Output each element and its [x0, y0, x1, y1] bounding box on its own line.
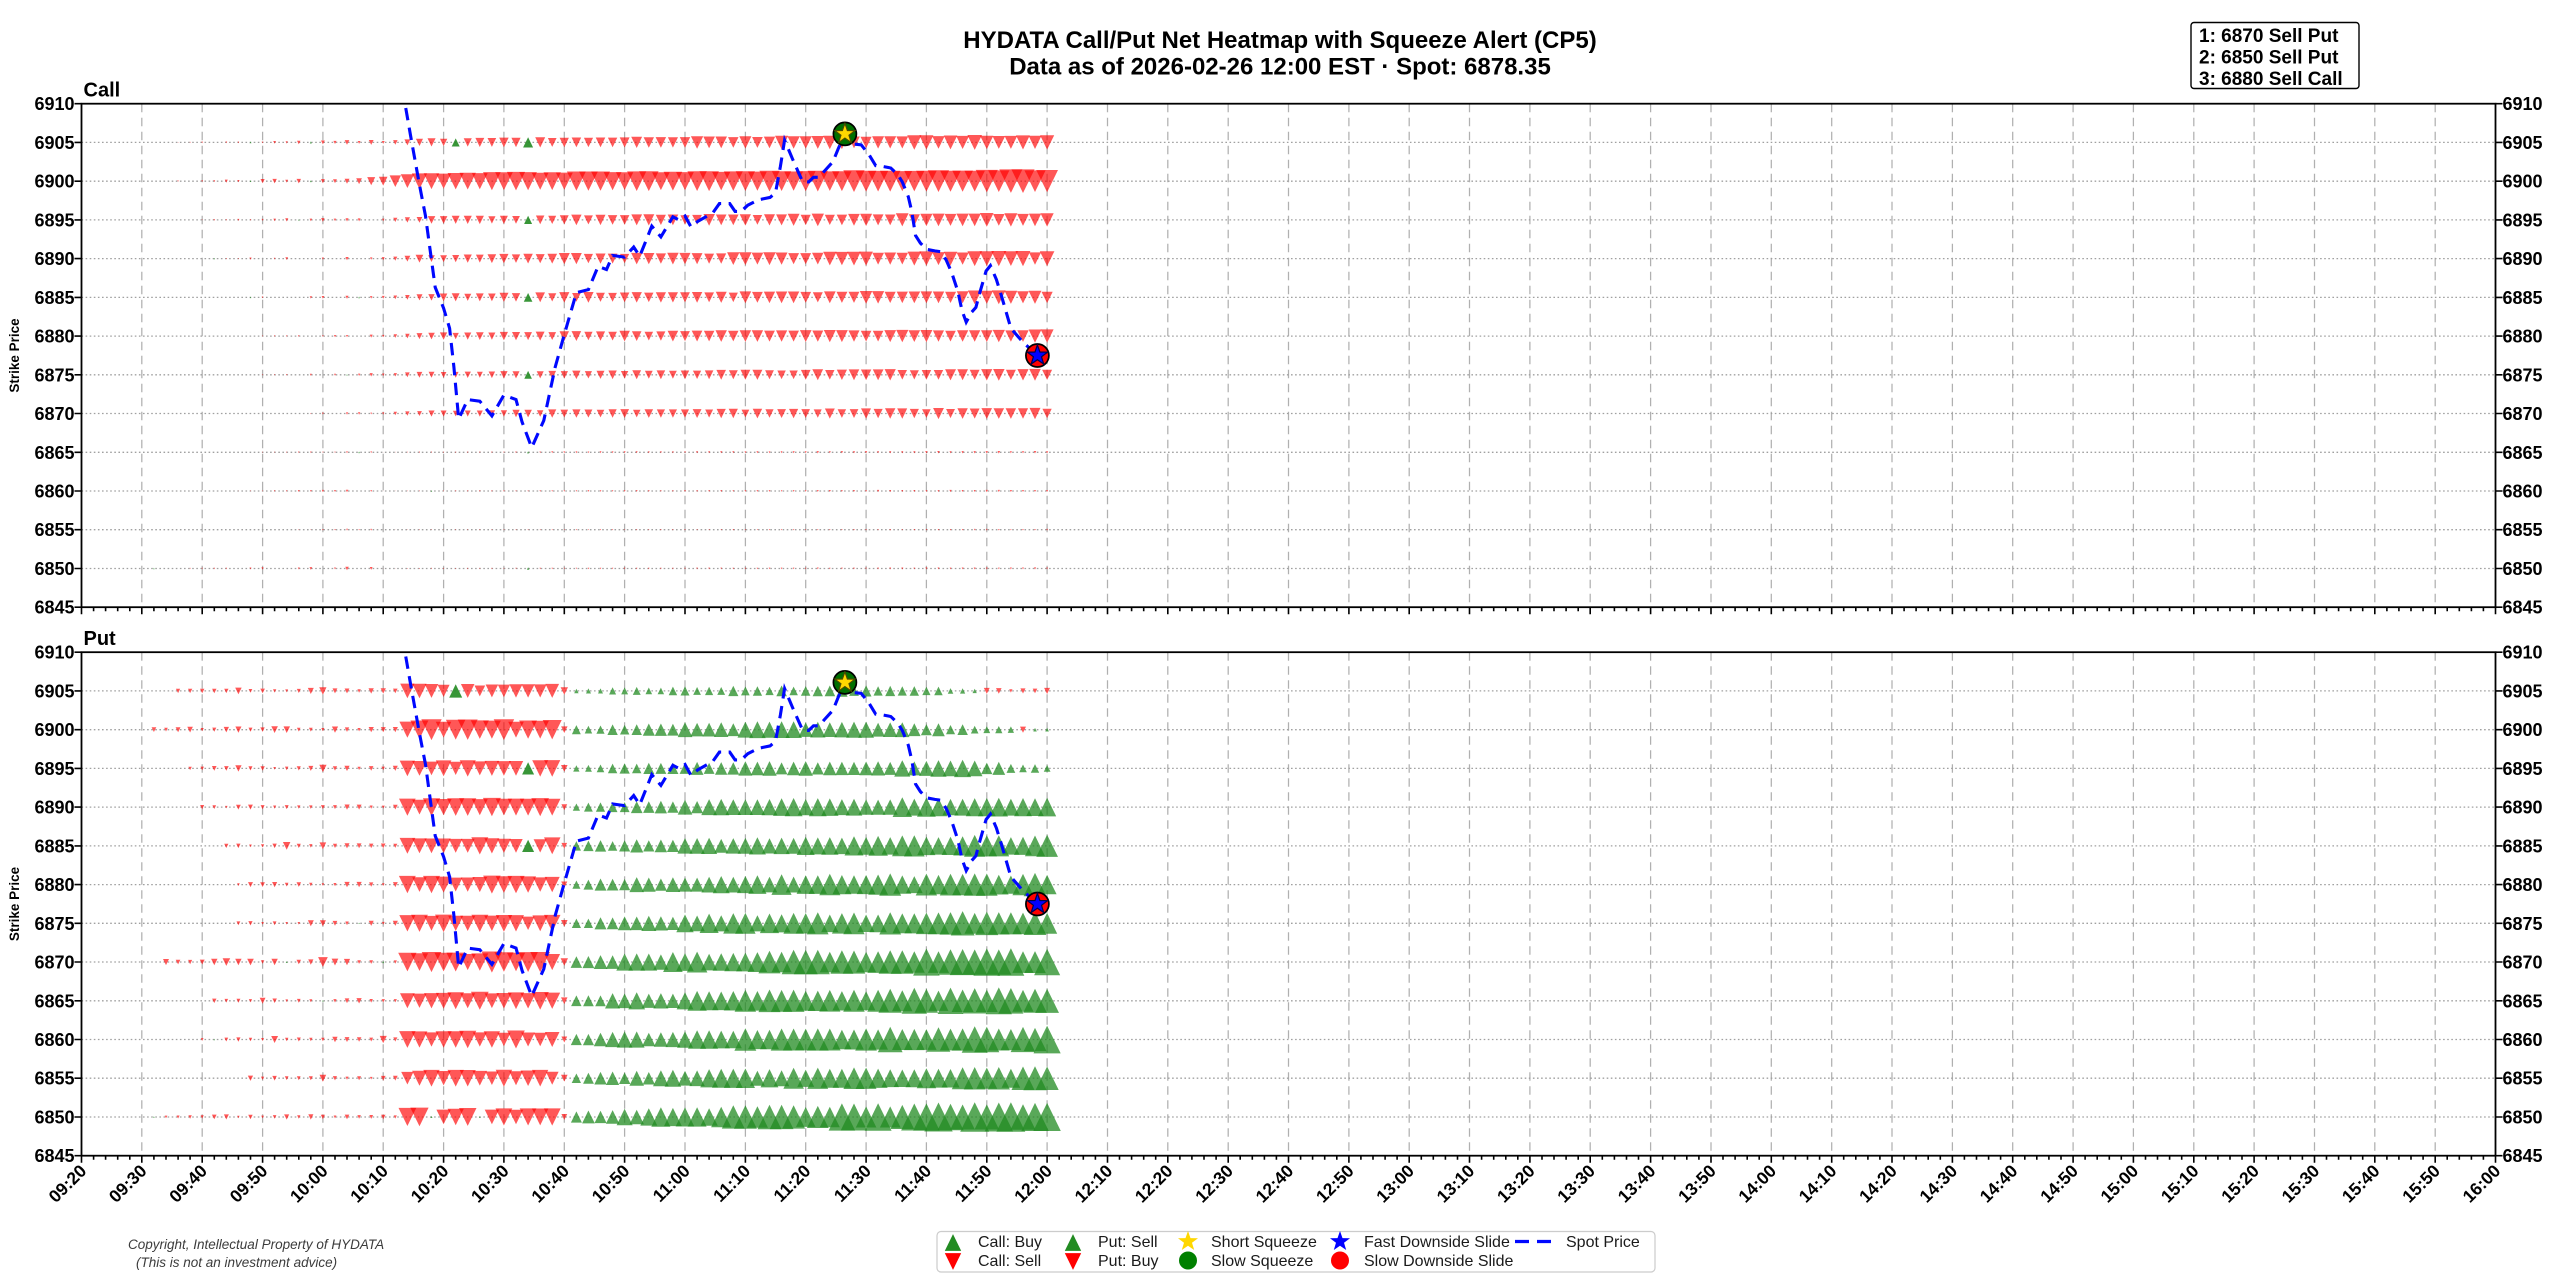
svg-text:6890: 6890	[2503, 249, 2543, 269]
svg-text:6845: 6845	[34, 1146, 74, 1166]
svg-text:6865: 6865	[2503, 443, 2543, 463]
svg-text:Copyright, Intellectual Proper: Copyright, Intellectual Property of HYDA…	[128, 1237, 384, 1252]
svg-text:6865: 6865	[34, 991, 74, 1011]
svg-text:6855: 6855	[2503, 520, 2543, 540]
svg-text:6895: 6895	[34, 759, 74, 779]
svg-text:6885: 6885	[2503, 288, 2543, 308]
svg-text:6875: 6875	[2503, 365, 2543, 385]
svg-text:6850: 6850	[2503, 559, 2543, 579]
svg-text:6865: 6865	[2503, 991, 2543, 1011]
svg-text:6845: 6845	[2503, 1146, 2543, 1166]
svg-text:6850: 6850	[34, 559, 74, 579]
svg-text:Call: Call	[84, 80, 121, 102]
svg-text:6910: 6910	[2503, 94, 2543, 114]
svg-text:(This is not an investment adv: (This is not an investment advice)	[136, 1255, 337, 1270]
svg-text:6875: 6875	[34, 365, 74, 385]
svg-text:Strike Price: Strike Price	[7, 866, 22, 941]
svg-text:6905: 6905	[34, 133, 74, 153]
svg-text:6860: 6860	[2503, 482, 2543, 502]
svg-text:6880: 6880	[34, 327, 74, 347]
svg-text:6875: 6875	[34, 914, 74, 934]
svg-text:6890: 6890	[34, 798, 74, 818]
svg-text:6860: 6860	[2503, 1030, 2543, 1050]
svg-text:6910: 6910	[34, 643, 74, 663]
svg-text:6905: 6905	[34, 681, 74, 701]
svg-text:6860: 6860	[34, 482, 74, 502]
svg-text:1: 6870 Sell Put: 1: 6870 Sell Put	[2199, 26, 2339, 47]
svg-text:6855: 6855	[34, 1069, 74, 1089]
svg-text:6910: 6910	[34, 94, 74, 114]
svg-text:6895: 6895	[2503, 759, 2543, 779]
svg-text:6865: 6865	[34, 443, 74, 463]
svg-text:6880: 6880	[2503, 327, 2543, 347]
svg-text:6885: 6885	[2503, 836, 2543, 856]
svg-text:Put: Buy: Put: Buy	[1098, 1253, 1158, 1270]
svg-text:6850: 6850	[2503, 1108, 2543, 1128]
svg-text:6845: 6845	[34, 598, 74, 618]
svg-text:2: 6850 Sell Put: 2: 6850 Sell Put	[2199, 48, 2339, 69]
svg-text:6890: 6890	[34, 249, 74, 269]
svg-text:6910: 6910	[2503, 643, 2543, 663]
svg-text:6870: 6870	[34, 404, 74, 424]
svg-text:Call: Sell: Call: Sell	[978, 1253, 1041, 1270]
svg-text:6850: 6850	[34, 1108, 74, 1128]
svg-text:6845: 6845	[2503, 598, 2543, 618]
svg-text:6890: 6890	[2503, 798, 2543, 818]
svg-text:6870: 6870	[34, 953, 74, 973]
svg-text:6885: 6885	[34, 836, 74, 856]
svg-text:6870: 6870	[2503, 404, 2543, 424]
svg-text:6905: 6905	[2503, 681, 2543, 701]
svg-text:6880: 6880	[2503, 875, 2543, 895]
svg-text:Spot Price: Spot Price	[1566, 1234, 1640, 1251]
svg-text:Call: Buy: Call: Buy	[978, 1234, 1042, 1251]
svg-text:Put: Sell: Put: Sell	[1098, 1234, 1158, 1251]
svg-text:6900: 6900	[34, 720, 74, 740]
svg-text:Put: Put	[84, 628, 117, 650]
svg-text:6885: 6885	[34, 288, 74, 308]
svg-text:6870: 6870	[2503, 953, 2543, 973]
svg-text:6855: 6855	[2503, 1069, 2543, 1089]
svg-text:6900: 6900	[2503, 720, 2543, 740]
svg-text:Fast Downside Slide: Fast Downside Slide	[1364, 1234, 1510, 1251]
svg-text:6905: 6905	[2503, 133, 2543, 153]
svg-text:Slow Squeeze: Slow Squeeze	[1211, 1253, 1313, 1270]
svg-text:3: 6880 Sell Call: 3: 6880 Sell Call	[2199, 69, 2343, 90]
svg-text:Short Squeeze: Short Squeeze	[1211, 1234, 1317, 1251]
svg-text:6875: 6875	[2503, 914, 2543, 934]
svg-text:6895: 6895	[2503, 210, 2543, 230]
svg-text:6880: 6880	[34, 875, 74, 895]
svg-text:6900: 6900	[34, 172, 74, 192]
svg-text:6855: 6855	[34, 520, 74, 540]
svg-text:6860: 6860	[34, 1030, 74, 1050]
svg-text:Strike Price: Strike Price	[7, 318, 22, 393]
svg-text:6900: 6900	[2503, 172, 2543, 192]
svg-text:HYDATA Call/Put Net Heatmap wi: HYDATA Call/Put Net Heatmap with Squeeze…	[963, 27, 1596, 54]
svg-text:6895: 6895	[34, 210, 74, 230]
svg-text:Slow Downside Slide: Slow Downside Slide	[1364, 1253, 1514, 1270]
svg-text:Data as of 2026-02-26 12:00 ES: Data as of 2026-02-26 12:00 EST · Spot: …	[1009, 54, 1551, 81]
